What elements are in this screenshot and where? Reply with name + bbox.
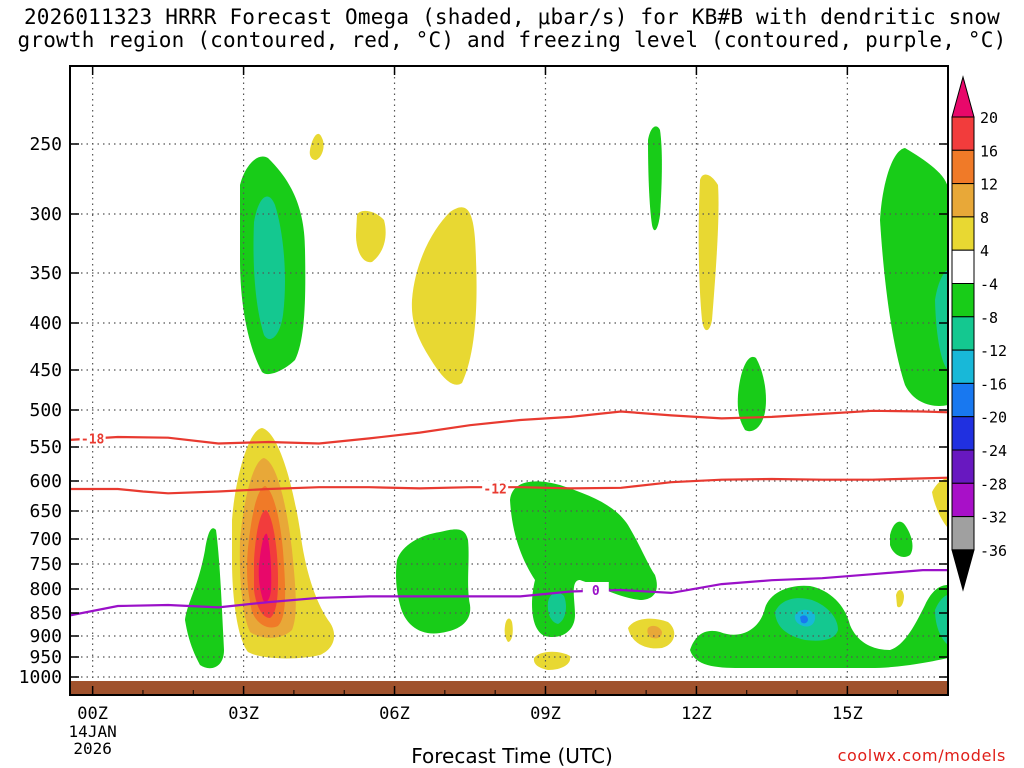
omega-area-upper-03z-core — [253, 196, 286, 340]
colorbar-label-8: -16 — [980, 375, 1007, 393]
contours: -18 -12 0 — [70, 409, 948, 617]
colorbar-box-6 — [951, 283, 975, 318]
y-tick-label-950: 950 — [29, 647, 62, 668]
colorbar-label-4: 4 — [980, 242, 989, 260]
omega-area-y-3 — [411, 207, 477, 385]
colorbar: 20 16 12 8 4 -4 -8 -12 -16 -20 -24 -28 -32 -36 — [951, 75, 1007, 592]
omega-area-y-1 — [309, 133, 324, 160]
y-tick-label-1000: 1000 — [19, 667, 62, 688]
colorbar-box-10 — [951, 416, 975, 451]
freezing-level-contour — [70, 569, 948, 617]
x-tick-sublabel-2026: 2026 — [73, 739, 112, 758]
omega-area-g-01z — [185, 528, 224, 669]
x-axis-label: Forecast Time (UTC) — [411, 744, 613, 768]
y-tick-label-600: 600 — [29, 471, 62, 492]
y-tick-label-800: 800 — [29, 579, 62, 600]
grid — [70, 66, 948, 695]
credit-text: coolwx.com/models — [837, 746, 1006, 765]
colorbar-box-12 — [951, 482, 975, 518]
colorbar-box-2 — [951, 149, 975, 185]
freezing-level-contour-label: 0 — [592, 584, 600, 599]
colorbar-label-9: -20 — [980, 409, 1007, 427]
colorbar-label-1: 16 — [980, 142, 998, 160]
y-tick-label-900: 900 — [29, 626, 62, 647]
colorbar-box-8 — [951, 349, 975, 384]
y-tick-label-650: 650 — [29, 501, 62, 522]
omega-area-bd-low-right — [800, 615, 808, 624]
omega-area-y-16z-low — [896, 589, 904, 608]
plot-frame — [69, 65, 949, 696]
colorbar-bottom-arrow — [951, 549, 975, 592]
y-tick-label-850: 850 — [29, 603, 62, 624]
colorbar-box-13 — [951, 516, 975, 551]
colorbar-label-3: 8 — [980, 209, 989, 227]
x-tick-label-03Z: 03Z — [228, 704, 259, 724]
omega-area-g-09z — [510, 481, 657, 638]
omega-area-c-09z — [547, 592, 566, 624]
freezing-level-contour-label-bg — [582, 581, 609, 597]
dgz-contour-1-label: -12 — [483, 482, 506, 497]
dgz-contour-0 — [70, 409, 948, 445]
y-tick-label-750: 750 — [29, 554, 62, 575]
y-tick-label-300: 300 — [29, 204, 62, 225]
colorbar-label-2: 12 — [980, 176, 998, 194]
y-tick-label-250: 250 — [29, 134, 62, 155]
dgz-contour-1-label-bg — [482, 480, 509, 496]
x-tick-label-15Z: 15Z — [832, 704, 863, 724]
dgz-contour-0-label-bg — [79, 430, 106, 446]
colorbar-label-0: 20 — [980, 109, 998, 127]
ground-strip — [70, 681, 948, 695]
colorbar-top-arrow — [951, 75, 975, 118]
colorbar-box-4 — [951, 216, 975, 251]
x-tick-label-00Z: 00Z — [77, 704, 108, 724]
colorbar-box-3 — [951, 183, 975, 218]
omega-area-o-11z — [647, 625, 662, 639]
colorbar-label-12: -32 — [980, 509, 1007, 527]
y-tick-label-400: 400 — [29, 313, 62, 334]
dgz-contour-0-label: -18 — [81, 432, 105, 447]
omega-area-g-13z — [737, 356, 766, 432]
colorbar-label-5: -4 — [980, 276, 998, 294]
colorbar-label-10: -24 — [980, 442, 1007, 460]
y-axis: 2503003504004505005506006507007508008509… — [19, 134, 948, 688]
omega-area-g-upper-11z — [648, 126, 662, 231]
omega-area-g-right-upper — [880, 148, 948, 406]
y-tick-label-700: 700 — [29, 529, 62, 550]
chart-title-line-1: 2026011323 HRRR Forecast Omega (shaded, … — [23, 5, 1001, 29]
x-tick-label-09Z: 09Z — [530, 704, 561, 724]
colorbar-label-7: -12 — [980, 342, 1007, 360]
y-tick-label-500: 500 — [29, 400, 62, 421]
y-tick-label-550: 550 — [29, 437, 62, 458]
colorbar-label-13: -36 — [980, 542, 1007, 560]
colorbar-box-5 — [951, 249, 975, 284]
omega-area-g-06z — [396, 529, 471, 634]
chart-title-line-2: growth region (contoured, red, °C) and f… — [17, 28, 1007, 52]
colorbar-box-1 — [951, 116, 975, 151]
colorbar-box-11 — [951, 449, 975, 484]
omega-area-c-right-low — [935, 595, 948, 645]
x-tick-label-12Z: 12Z — [681, 704, 712, 724]
omega-area-y-2 — [356, 210, 386, 263]
omega-area-y-09z-low — [533, 651, 571, 670]
x-tick-sublabel-14JAN: 14JAN — [69, 722, 117, 741]
omega-area-y-right-edge — [932, 478, 948, 528]
y-tick-label-450: 450 — [29, 360, 62, 381]
omega-area-c-right-upper — [935, 270, 948, 370]
colorbar-box-7 — [951, 316, 975, 351]
omega-shading — [185, 126, 948, 670]
omega-area-plume-m — [258, 533, 272, 602]
y-tick-label-350: 350 — [29, 263, 62, 284]
colorbar-box-9 — [951, 382, 975, 418]
colorbar-label-6: -8 — [980, 309, 998, 327]
colorbar-label-11: -28 — [980, 475, 1007, 493]
x-tick-label-06Z: 06Z — [379, 704, 410, 724]
